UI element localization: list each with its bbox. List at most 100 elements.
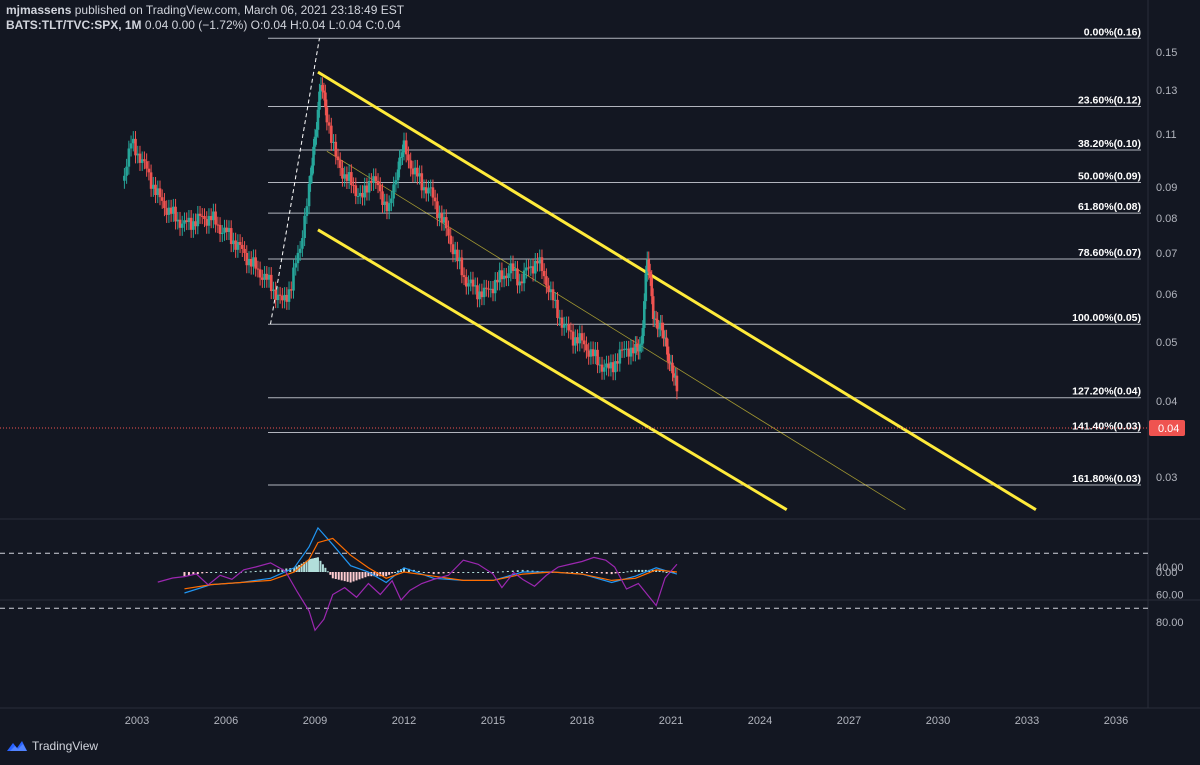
candle-body [324,92,327,108]
candle-body [562,324,566,328]
symbol-label[interactable]: BATS:TLT/TVC:SPX, 1M [6,18,142,32]
fib-level-label: 38.20%(0.10) [1078,138,1141,150]
macd-histogram-bar [321,564,324,572]
macd-histogram-bar [526,570,529,572]
candle-body [376,180,380,186]
x-tick-label: 2006 [214,715,238,727]
candle-body [469,279,473,284]
candle-body [274,289,277,301]
candle-body [313,136,317,147]
candle-body [214,211,217,225]
candle-body [616,361,619,364]
candle-body [627,348,631,357]
candle-body [622,348,626,350]
candle-body [438,213,441,219]
candle-body [196,213,200,227]
channel-middle-line [326,150,906,511]
macd-histogram-bar [618,572,621,573]
candle-body [298,248,302,253]
candle-body [301,238,304,249]
candle-body [650,277,654,297]
last-price-label: 0.04 [1158,423,1179,435]
macd-histogram-bar [482,572,485,573]
candle-body [310,165,314,176]
tradingview-brand[interactable]: TradingView [6,739,98,753]
macd-histogram-bar [388,572,391,575]
macd-histogram-bar [285,568,288,572]
candle-body [458,257,461,262]
macd-histogram-bar [391,572,394,574]
candle-body [129,143,133,149]
candle-body [538,257,542,264]
candle-body [156,188,160,196]
candle-body [229,228,233,245]
candle-body [668,361,671,364]
candle-body [657,328,661,330]
candle-body [578,333,582,344]
candle-body [589,349,593,357]
y-tick-label: 0.11 [1156,129,1177,141]
macd-histogram-bar [311,558,314,572]
candle-body [569,330,573,332]
candle-body [338,160,342,168]
candle-body [489,288,493,290]
macd-histogram-bar [437,572,440,574]
macd-histogram-bar [422,572,425,573]
candle-body [527,267,530,269]
candle-body [167,207,171,215]
candle-body [672,373,676,378]
candle-body [440,213,444,223]
candle-body [449,235,453,245]
x-tick-label: 2018 [570,715,594,727]
candle-body [644,273,648,302]
macd-histogram-bar [331,572,334,579]
candle-body [194,221,197,227]
candle-body [456,249,459,262]
candle-body [518,281,521,286]
candle-body [232,240,235,245]
candle-body [473,285,477,287]
candle-body [147,168,151,173]
candle-body [471,279,475,287]
ohlc-values: 0.04 0.00 (−1.72%) O:0.04 H:0.04 L:0.04 … [144,18,401,32]
candle-body [582,340,586,345]
candle-body [178,219,182,228]
macd-histogram-bar [394,572,397,573]
candle-body [580,333,584,341]
rsi-axis-label: 80.00 [1156,617,1184,629]
author-name[interactable]: mjmassens [6,3,72,17]
candle-body [507,273,510,279]
candle-body [358,192,362,196]
candle-body [671,362,674,374]
macd-histogram-bar [626,571,629,573]
macd-histogram-bar [452,572,455,573]
candle-body [602,367,606,372]
macd-histogram-bar [259,570,262,572]
macd-histogram-bar [511,570,514,572]
x-tick-label: 2024 [748,715,772,727]
candle-body [374,176,378,181]
macd-histogram-bar [324,567,327,572]
candle-body [614,361,617,373]
candle-body [663,337,667,339]
candle-body [265,273,269,280]
candle-body [611,362,615,373]
candle-body [666,346,670,362]
macd-histogram-bar [467,572,470,573]
macd-histogram-bar [442,572,445,574]
candle-body [427,188,430,194]
candle-body [513,268,517,271]
macd-histogram-bar [244,571,247,573]
x-tick-label: 2030 [926,715,950,727]
candle-body [665,337,668,347]
candle-body [247,258,251,266]
macd-histogram-bar [196,572,199,575]
macd-histogram-bar [229,572,232,573]
macd-histogram-bar [264,570,267,572]
candle-body [565,324,568,326]
macd-histogram-bar [303,562,306,572]
candle-body [305,206,309,216]
candle-body [645,259,649,274]
candle-body [172,206,175,214]
